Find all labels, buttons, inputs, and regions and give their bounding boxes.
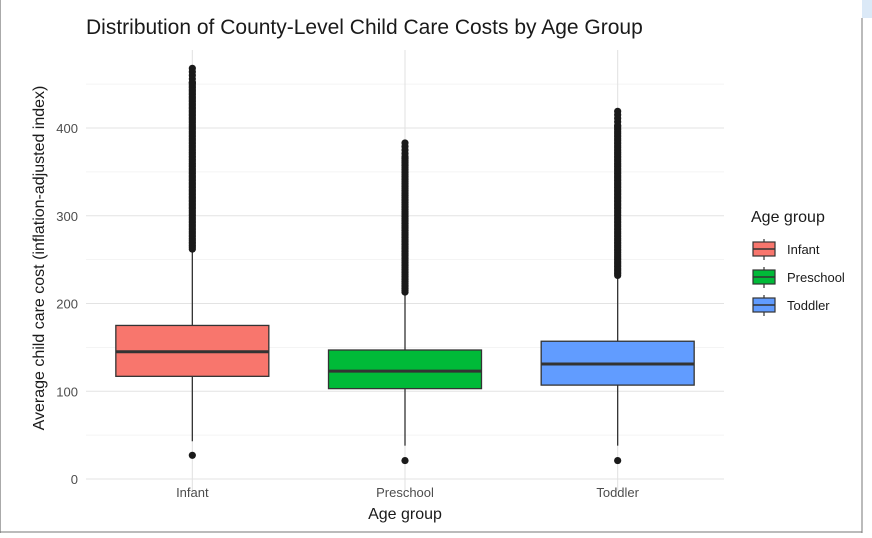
outlier-point: [614, 456, 622, 465]
y-tick-label: 100: [56, 384, 78, 399]
outlier-point: [188, 64, 196, 72]
legend-key-preschool: [752, 267, 776, 288]
outlier-point: [401, 139, 409, 147]
chart-title: Distribution of County-Level Child Care …: [86, 16, 643, 39]
legend-items: Infant Preschool Toddler: [752, 239, 845, 316]
x-tick-label: Preschool: [376, 485, 434, 500]
x-tick-label: Toddler: [596, 485, 639, 500]
y-tick-label: 300: [56, 209, 78, 224]
box-infant: [115, 64, 270, 459]
y-tick-label: 400: [56, 121, 78, 136]
box-toddler: [540, 107, 695, 465]
edge-strip: [862, 0, 872, 18]
boxes: [115, 64, 695, 465]
y-tick-label: 0: [71, 472, 78, 487]
y-axis-label: Average child care cost (inflation-adjus…: [31, 86, 48, 431]
y-tick-label: 200: [56, 297, 78, 312]
x-axis-label: Age group: [368, 506, 442, 523]
legend: Age group Infant Preschool Toddler: [751, 209, 845, 316]
legend-label: Toddler: [787, 298, 830, 313]
box-preschool: [327, 139, 483, 465]
legend-label: Infant: [787, 242, 820, 257]
outlier-point: [188, 451, 196, 459]
outlier-point: [401, 456, 409, 465]
legend-key-infant: [752, 239, 776, 260]
y-tick-labels: 0 100 200 300 400: [56, 121, 78, 487]
x-tick-labels: Infant Preschool Toddler: [176, 485, 640, 500]
legend-key-toddler: [752, 295, 776, 316]
x-tick-label: Infant: [176, 485, 209, 500]
outlier-point: [614, 107, 622, 115]
iqr-box: [327, 349, 483, 390]
legend-title: Age group: [751, 209, 825, 226]
legend-label: Preschool: [787, 270, 845, 285]
